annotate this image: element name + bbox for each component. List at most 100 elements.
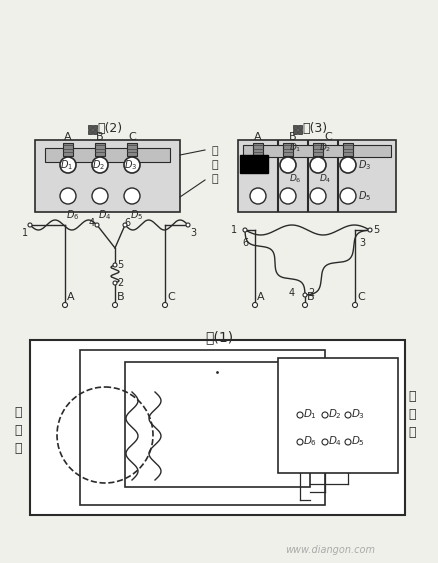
Circle shape [124,188,140,204]
Circle shape [113,302,117,307]
Bar [298,125,302,129]
Text: $D_6$: $D_6$ [303,434,317,448]
Text: C: C [357,292,365,302]
Text: C: C [128,132,136,142]
Text: $D_6$: $D_6$ [66,208,79,222]
Text: $D_2$: $D_2$ [92,158,105,172]
Text: 接
线
板: 接 线 板 [408,391,416,440]
Bar [125,362,310,487]
Text: $D_4$: $D_4$ [328,434,342,448]
Text: $D_2$: $D_2$ [328,407,342,421]
Bar [253,143,263,156]
Circle shape [92,157,108,173]
Text: $D_5$: $D_5$ [351,434,365,448]
Bar [93,125,97,129]
Circle shape [95,223,99,227]
Bar [35,140,180,212]
Bar [127,143,137,156]
Text: 图(2): 图(2) [97,122,123,135]
Circle shape [303,302,307,307]
Bar [278,358,398,473]
Text: $D_3$: $D_3$ [358,158,371,172]
Text: $D_1$: $D_1$ [303,407,317,421]
Text: 2: 2 [308,288,314,298]
Text: 5: 5 [117,260,123,270]
Text: 电
动
机: 电 动 机 [14,405,22,454]
Text: B: B [96,132,104,142]
Text: 3: 3 [190,228,196,238]
Bar [313,143,323,156]
Text: $D_3$: $D_3$ [124,158,137,172]
Text: 3: 3 [359,238,365,248]
Text: 图(1): 图(1) [205,330,233,344]
Circle shape [345,412,351,418]
Circle shape [60,188,76,204]
Circle shape [345,439,351,445]
Circle shape [124,157,140,173]
Circle shape [92,188,108,204]
Bar [283,143,293,156]
Circle shape [186,223,190,227]
Circle shape [113,263,117,267]
Text: $D_3$: $D_3$ [351,407,365,421]
Bar [293,125,297,129]
Text: C: C [324,132,332,142]
Circle shape [310,157,326,173]
Circle shape [63,302,67,307]
Bar [93,130,97,134]
Text: $D_4$: $D_4$ [319,172,332,185]
Circle shape [280,188,296,204]
Bar [95,143,105,156]
Bar [45,148,170,162]
Bar [243,145,391,157]
Text: 6: 6 [124,218,130,228]
Circle shape [123,223,127,227]
Circle shape [310,188,326,204]
Bar [63,143,73,156]
Text: 4: 4 [289,288,295,298]
Text: A: A [64,132,72,142]
Text: 2: 2 [117,278,123,288]
Bar [343,143,353,156]
Circle shape [340,157,356,173]
Bar [293,130,297,134]
Text: B: B [307,292,314,302]
Text: $D_6$: $D_6$ [289,172,302,185]
Circle shape [243,228,247,232]
Circle shape [322,412,328,418]
Text: $D_1$: $D_1$ [60,158,73,172]
Circle shape [250,157,266,173]
Text: $D_4$: $D_4$ [98,208,112,222]
Circle shape [297,412,303,418]
Bar [240,155,268,173]
Text: B: B [289,132,297,142]
Text: 5: 5 [373,225,379,235]
Text: 接
线
板: 接 线 板 [212,146,218,184]
Bar [30,340,405,515]
Text: 1: 1 [231,225,237,235]
Text: $D_1$: $D_1$ [289,141,301,154]
Bar [88,125,92,129]
Text: 图(3): 图(3) [302,122,328,135]
Text: A: A [257,292,265,302]
Circle shape [250,188,266,204]
Circle shape [113,281,117,285]
Text: A: A [254,132,262,142]
Circle shape [280,157,296,173]
Bar [298,130,302,134]
Text: www.diangon.com: www.diangon.com [285,545,375,555]
Text: 6: 6 [242,238,248,248]
Text: A: A [67,292,74,302]
Bar [88,130,92,134]
Circle shape [322,439,328,445]
Circle shape [353,302,357,307]
Circle shape [303,293,307,297]
Text: 1: 1 [22,228,28,238]
Text: 4: 4 [89,218,95,228]
Circle shape [297,439,303,445]
Circle shape [368,228,372,232]
Text: $D_5$: $D_5$ [358,189,371,203]
Text: $D_5$: $D_5$ [130,208,143,222]
Bar [80,350,325,505]
Text: B: B [117,292,125,302]
